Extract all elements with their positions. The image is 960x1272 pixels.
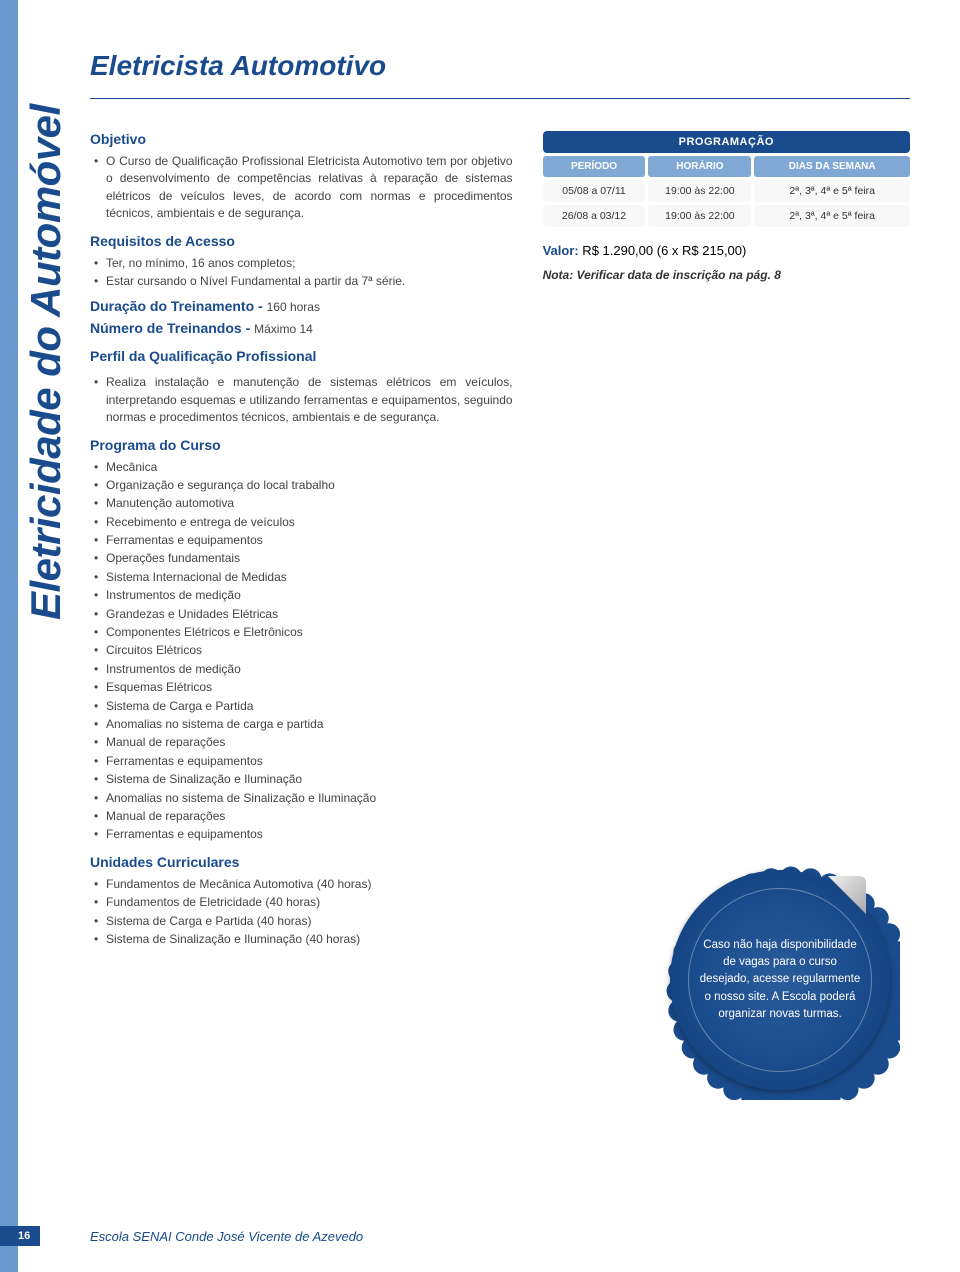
programa-list: Mecânica Organização e segurança do loca… (90, 459, 513, 844)
schedule-table: PROGRAMAÇÃO PERÍODO HORÁRIO DIAS DA SEMA… (543, 131, 910, 227)
list-item: Grandezas e Unidades Elétricas (104, 606, 513, 623)
valor-line: Valor: R$ 1.290,00 (6 x R$ 215,00) (543, 243, 910, 258)
list-item: Anomalias no sistema de Sinalização e Il… (104, 790, 513, 807)
unidades-list: Fundamentos de Mecânica Automotiva (40 h… (90, 876, 513, 949)
list-item: Mecânica (104, 459, 513, 476)
numero-value: Máximo 14 (254, 322, 313, 336)
list-item: Fundamentos de Mecânica Automotiva (40 h… (104, 876, 513, 893)
valor-label: Valor: (543, 243, 579, 258)
list-item: Ter, no mínimo, 16 anos completos; (104, 255, 513, 272)
unidades-heading: Unidades Curriculares (90, 854, 513, 870)
list-item: Operações fundamentais (104, 550, 513, 567)
info-badge: Caso não haja disponibilidade de vagas p… (670, 870, 890, 1090)
perfil-list: Realiza instalação e manutenção de siste… (90, 374, 513, 426)
list-item: O Curso de Qualificação Profissional Ele… (104, 153, 513, 223)
schedule-row: 26/08 a 03/12 19:00 às 22:00 2ª, 3ª, 4ª … (543, 205, 910, 227)
content-area: Eletricista Automotivo Objetivo O Curso … (90, 50, 910, 949)
page-number: 16 (0, 1226, 40, 1246)
schedule-col-periodo: PERÍODO (543, 156, 646, 177)
schedule-col-horario: HORÁRIO (648, 156, 751, 177)
schedule-cell: 19:00 às 22:00 (648, 205, 751, 227)
badge-text: Caso não haja disponibilidade de vagas p… (670, 937, 890, 1023)
title-rule (90, 98, 910, 99)
list-item: Manual de reparações (104, 734, 513, 751)
note-line: Nota: Verificar data de inscrição na pág… (543, 268, 910, 282)
programa-heading: Programa do Curso (90, 437, 513, 453)
list-item: Instrumentos de medição (104, 661, 513, 678)
schedule-cell: 05/08 a 07/11 (543, 180, 646, 202)
list-item: Sistema Internacional de Medidas (104, 569, 513, 586)
objetivo-heading: Objetivo (90, 131, 513, 147)
list-item: Circuitos Elétricos (104, 642, 513, 659)
duracao-label: Duração do Treinamento - (90, 298, 267, 314)
footer-school-name: Escola SENAI Conde José Vicente de Azeve… (90, 1229, 363, 1244)
schedule-cell: 26/08 a 03/12 (543, 205, 646, 227)
duracao-value: 160 horas (267, 300, 320, 314)
list-item: Ferramentas e equipamentos (104, 753, 513, 770)
list-item: Realiza instalação e manutenção de siste… (104, 374, 513, 426)
list-item: Instrumentos de medição (104, 587, 513, 604)
list-item: Recebimento e entrega de veículos (104, 514, 513, 531)
list-item: Componentes Elétricos e Eletrônicos (104, 624, 513, 641)
two-column-layout: Objetivo O Curso de Qualificação Profiss… (90, 131, 910, 949)
list-item: Estar cursando o Nível Fundamental a par… (104, 273, 513, 290)
side-category-label: Eletricidade do Automóvel (22, 104, 70, 620)
schedule-header-row: PERÍODO HORÁRIO DIAS DA SEMANA (543, 156, 910, 177)
requisitos-list: Ter, no mínimo, 16 anos completos; Estar… (90, 255, 513, 291)
left-column: Objetivo O Curso de Qualificação Profiss… (90, 131, 513, 949)
list-item: Sistema de Sinalização e Iluminação (104, 771, 513, 788)
list-item: Anomalias no sistema de carga e partida (104, 716, 513, 733)
list-item: Sistema de Carga e Partida (104, 698, 513, 715)
objetivo-list: O Curso de Qualificação Profissional Ele… (90, 153, 513, 223)
page-title: Eletricista Automotivo (90, 50, 910, 82)
schedule-title: PROGRAMAÇÃO (543, 131, 910, 153)
list-item: Ferramentas e equipamentos (104, 826, 513, 843)
list-item: Fundamentos de Eletricidade (40 horas) (104, 894, 513, 911)
page: Eletricidade do Automóvel Eletricista Au… (0, 0, 960, 1272)
numero-label: Número de Treinandos - (90, 320, 254, 336)
schedule-col-dias: DIAS DA SEMANA (754, 156, 910, 177)
schedule-row: 05/08 a 07/11 19:00 às 22:00 2ª, 3ª, 4ª … (543, 180, 910, 202)
right-column: PROGRAMAÇÃO PERÍODO HORÁRIO DIAS DA SEMA… (543, 131, 910, 949)
list-item: Manual de reparações (104, 808, 513, 825)
list-item: Sistema de Carga e Partida (40 horas) (104, 913, 513, 930)
schedule-cell: 2ª, 3ª, 4ª e 5ª feira (754, 205, 910, 227)
list-item: Manutenção automotiva (104, 495, 513, 512)
schedule-cell: 2ª, 3ª, 4ª e 5ª feira (754, 180, 910, 202)
list-item: Esquemas Elétricos (104, 679, 513, 696)
requisitos-heading: Requisitos de Acesso (90, 233, 513, 249)
valor-value: R$ 1.290,00 (6 x R$ 215,00) (579, 243, 747, 258)
left-stripe (0, 0, 18, 1272)
list-item: Ferramentas e equipamentos (104, 532, 513, 549)
list-item: Sistema de Sinalização e Iluminação (40 … (104, 931, 513, 948)
perfil-heading: Perfil da Qualificação Profissional (90, 348, 513, 364)
schedule-cell: 19:00 às 22:00 (648, 180, 751, 202)
list-item: Organização e segurança do local trabalh… (104, 477, 513, 494)
